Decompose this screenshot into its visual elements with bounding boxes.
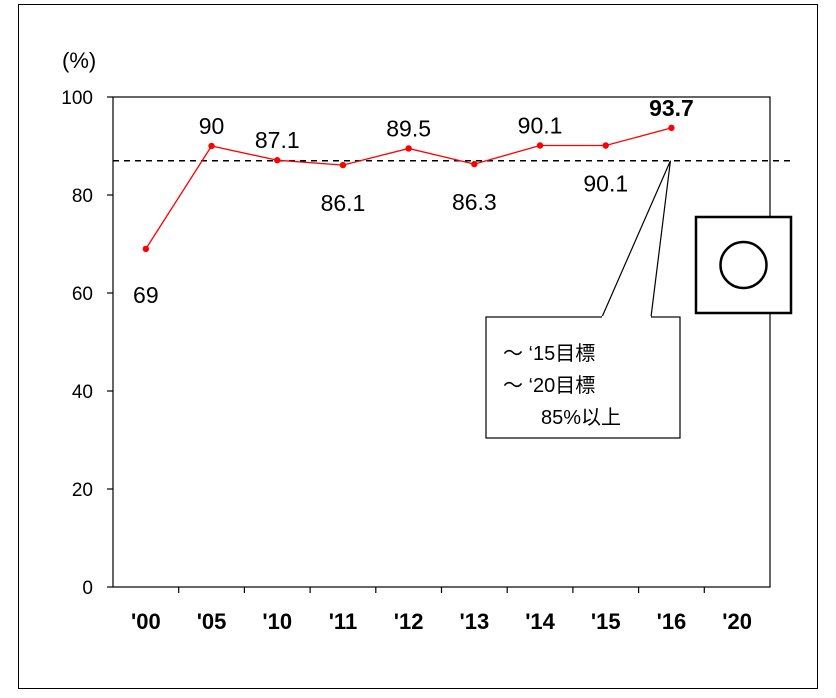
data-label: 86.1 <box>321 190 366 216</box>
data-point <box>668 124 675 132</box>
y-axis: 0 20 40 60 80 100 <box>61 88 113 599</box>
data-point <box>274 157 281 164</box>
data-label: 90 <box>199 113 225 139</box>
y-tick-label: 100 <box>61 88 93 109</box>
data-label: 69 <box>133 282 159 308</box>
data-point <box>405 145 412 152</box>
x-tick-label: '13 <box>459 609 489 634</box>
callout-line-1: ～ ‘15目標 <box>503 342 595 365</box>
achievement-badge <box>694 215 793 315</box>
data-point <box>339 161 347 169</box>
data-point <box>208 142 215 150</box>
x-tick-label: '10 <box>262 609 292 634</box>
data-labels: 69 90 87.1 86.1 89.5 86.3 90.1 90.1 93.7 <box>133 95 694 308</box>
circle-mark-icon <box>719 240 768 290</box>
chart-frame <box>18 4 818 689</box>
x-tick-label: '05 <box>197 609 227 634</box>
x-tick-label: '20 <box>722 609 752 634</box>
y-tick-label: 60 <box>72 284 93 305</box>
callout-line-3: 85%以上 <box>541 406 621 429</box>
y-axis-unit-label: (%) <box>62 48 96 73</box>
callout-line-2: ～ ‘20目標 <box>503 374 595 397</box>
x-tick-label: '14 <box>525 609 555 634</box>
x-axis: '00 '05 '10 '11 '12 '13 '14 '15 '16 '20 <box>131 587 752 634</box>
data-point <box>536 142 544 149</box>
data-label: 86.3 <box>452 189 497 215</box>
y-tick-label: 0 <box>82 578 93 599</box>
data-point <box>471 160 478 168</box>
y-tick-label: 80 <box>72 186 93 207</box>
data-points <box>142 124 675 253</box>
data-point <box>602 142 609 149</box>
data-label: 90.1 <box>518 113 563 139</box>
data-label: 87.1 <box>255 127 300 153</box>
data-label: 90.1 <box>583 171 628 197</box>
data-label: 93.7 <box>649 95 694 121</box>
x-tick-label: '15 <box>591 609 621 634</box>
badge-box <box>694 215 793 315</box>
target-callout: ～ ‘15目標 ～ ‘20目標 85%以上 <box>485 160 681 439</box>
x-tick-label: '00 <box>131 609 161 634</box>
y-tick-label: 20 <box>72 480 93 501</box>
callout-box <box>485 316 681 439</box>
x-tick-label: '11 <box>329 609 358 634</box>
x-tick-label: '12 <box>394 609 424 634</box>
data-point <box>142 245 150 253</box>
data-label: 89.5 <box>386 115 431 141</box>
x-tick-label: '16 <box>657 609 687 634</box>
y-tick-label: 40 <box>72 382 93 403</box>
